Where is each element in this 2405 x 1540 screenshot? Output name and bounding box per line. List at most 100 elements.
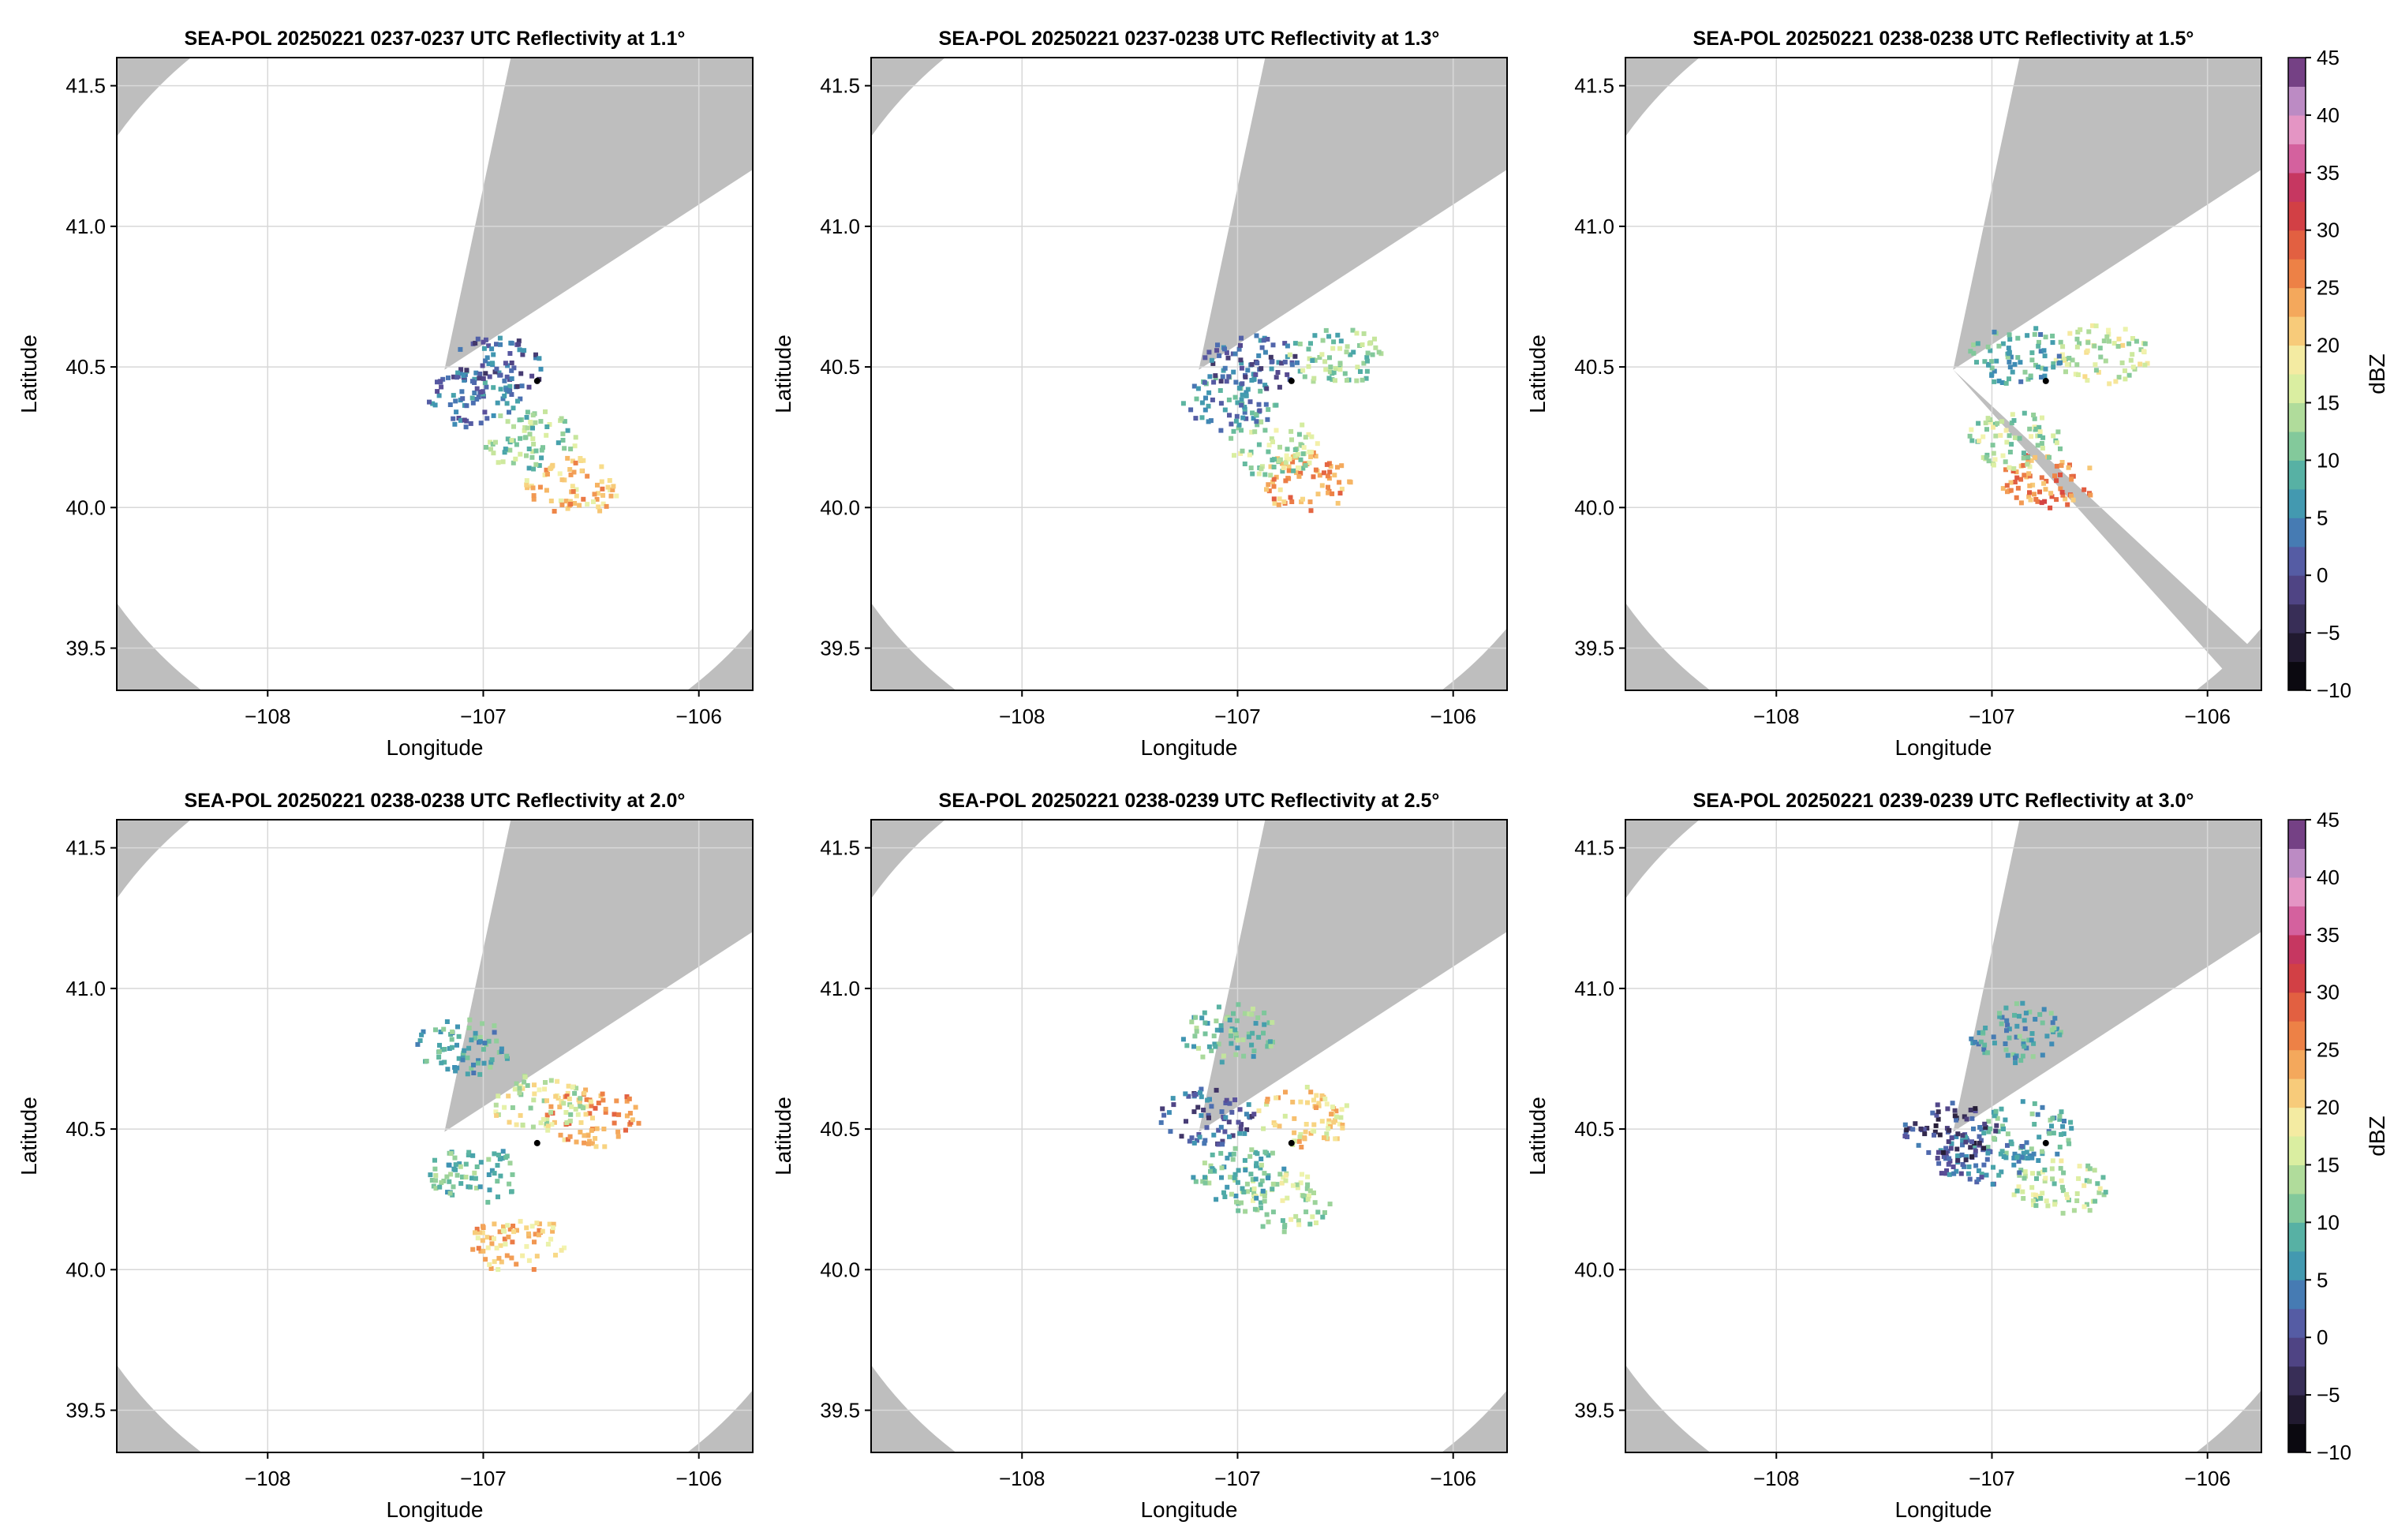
x-tick-label: −106 [2184,1467,2231,1490]
y-tick-label: 41.5 [65,836,106,860]
echo-cell [1202,333,1300,391]
colorbar-label: dBZ [2365,1116,2389,1156]
colorbar-segment [2288,144,2306,174]
x-axis-label: Longitude [386,735,483,760]
echo-cell [451,335,544,398]
radar-panel: SEA-POL 20250221 0238-0238 UTC Reflectiv… [17,790,754,1522]
radar-marker [1288,377,1295,384]
y-tick-label: 40.5 [1574,1117,1614,1141]
panel-title: SEA-POL 20250221 0237-0238 UTC Reflectiv… [939,28,1440,50]
blocked-sector [1953,820,2261,1132]
colorbar-tick-label: 25 [2317,1038,2340,1062]
y-tick-label: 40.5 [820,1117,860,1141]
colorbar-segment [2288,259,2306,289]
y-tick-label: 39.5 [65,637,106,660]
colorbar-tick-label: 30 [2317,219,2340,242]
echo-cell [415,1017,510,1077]
colorbar-tick-label: 45 [2317,808,2340,832]
y-tick-label: 39.5 [1574,1399,1614,1422]
echo-cell [1191,1146,1287,1205]
colorbar: 45 40 35 30 25 20 15 10 5 0 −5 −10 dBZ [2287,46,2389,702]
echo-cell [1968,326,2063,386]
colorbar-tick-label: 0 [2317,1325,2328,1349]
colorbar-segment [2288,906,2306,936]
colorbar-segment [2288,1308,2306,1338]
echo-cell [1180,1002,1275,1065]
colorbar-segment [2288,460,2306,490]
x-tick-label: −107 [1969,705,2015,728]
y-tick-label: 40.5 [65,355,106,379]
colorbar-segment [2288,661,2306,691]
radar-panel: SEA-POL 20250221 0238-0238 UTC Reflectiv… [1525,28,2262,760]
y-tick-label: 40.5 [1574,355,1614,379]
colorbar-segment [2288,1337,2306,1367]
echo-cell [1969,1000,2063,1066]
blocked-sector [1199,58,1507,370]
echo-cell [1229,419,1320,478]
colorbar-segment [2288,374,2306,403]
panel-title: SEA-POL 20250221 0238-0239 UTC Reflectiv… [939,790,1440,812]
y-tick-label: 40.0 [65,1258,106,1281]
plot-area [871,58,1507,690]
panels: SEA-POL 20250221 0237-0237 UTC Reflectiv… [17,28,2262,1522]
radar-marker [2042,1139,2049,1146]
colorbar-segment [2288,934,2306,964]
y-tick-label: 40.0 [820,495,860,519]
colorbar-tick-label: 40 [2317,103,2340,127]
echo-layer [1902,1000,2108,1216]
axes-frame [1625,819,2262,1453]
radar-panel: SEA-POL 20250221 0239-0239 UTC Reflectiv… [1525,790,2262,1522]
colorbar-tick-label: 30 [2317,981,2340,1004]
colorbar-segment [2288,1395,2306,1425]
colorbar-tick-label: 35 [2317,923,2340,947]
y-tick-label: 40.0 [1574,1258,1614,1281]
x-tick-label: −107 [460,1467,507,1490]
colorbar-tick-label: 15 [2317,1153,2340,1176]
colorbar-tick-label: 10 [2317,448,2340,472]
radar-marker [1288,1139,1295,1146]
x-axis-label: Longitude [386,1497,483,1522]
x-axis-label: Longitude [1894,1497,1992,1522]
plot-area [1625,820,2261,1452]
colorbar-segment [2288,848,2306,878]
y-tick-label: 39.5 [1574,637,1614,660]
colorbar-segment [2288,1021,2306,1051]
colorbar-segment [2288,201,2306,231]
echo-cell [1256,1085,1349,1149]
y-tick-label: 41.0 [65,215,106,238]
colorbar-segment [2288,1193,2306,1223]
x-tick-label: −107 [1214,705,1261,728]
colorbar-segment [2288,114,2306,144]
echo-cell [1967,410,2063,471]
colorbar-segment [2288,963,2306,993]
y-tick-label: 39.5 [65,1399,106,1422]
panel-title: SEA-POL 20250221 0237-0237 UTC Reflectiv… [185,28,686,50]
colorbar-tick-label: 35 [2317,161,2340,185]
colorbar-tick-label: −10 [2317,1441,2351,1464]
axes-frame [116,57,754,691]
x-tick-label: −106 [2184,705,2231,728]
x-axis-label: Longitude [1140,1497,1237,1522]
y-axis-label: Latitude [17,1097,41,1176]
y-tick-label: 40.5 [65,1117,106,1141]
y-tick-label: 40.0 [1574,495,1614,519]
y-axis-label: Latitude [1525,335,1550,413]
colorbar-tick-label: 25 [2317,276,2340,300]
echo-layer [427,335,619,514]
colorbar-tick-label: −5 [2317,621,2340,645]
y-axis-label: Latitude [771,335,795,413]
colorbar-segment [2288,1366,2306,1396]
echo-layer [1967,323,2150,510]
axes-frame [870,57,1508,691]
colorbar-tick-label: 20 [2317,334,2340,357]
y-axis-label: Latitude [1525,1097,1550,1176]
plot-area [871,820,1507,1452]
colorbar-segment [2288,402,2306,432]
colorbar-segment [2288,1107,2306,1137]
x-axis-label: Longitude [1894,735,1992,760]
y-axis-label: Latitude [17,335,41,413]
plot-area [117,58,753,690]
y-tick-label: 40.0 [820,1258,860,1281]
echo-cell [1902,1101,1999,1164]
x-tick-label: −106 [675,705,722,728]
